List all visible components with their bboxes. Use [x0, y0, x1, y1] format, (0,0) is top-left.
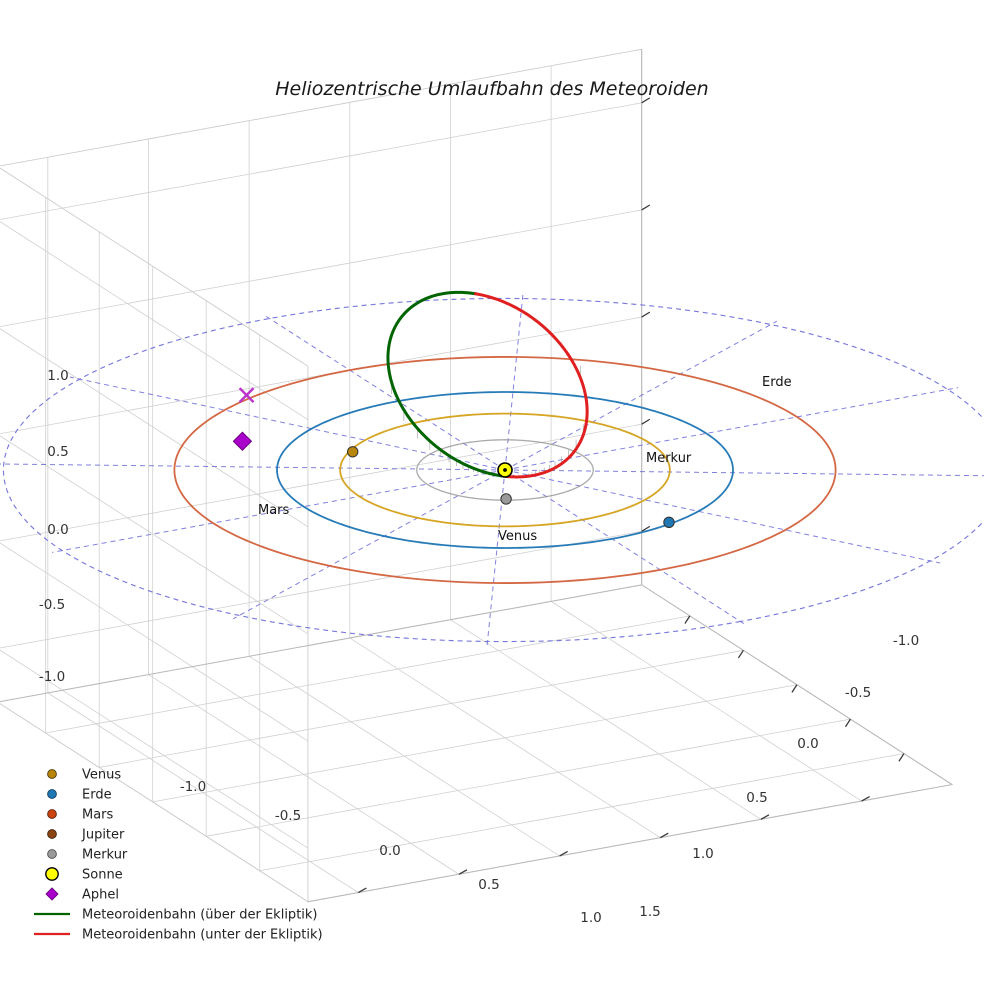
label-erde: Erde: [762, 375, 792, 390]
y-tick-label-0: -1.0: [893, 633, 919, 649]
x-tick-label-1: -0.5: [275, 808, 301, 824]
legend-label-1[interactable]: Erde: [82, 788, 112, 803]
meteoroid-drop-stems: [391, 365, 588, 477]
x-tick-label-3: 0.5: [478, 877, 499, 893]
marker-mars-x: [238, 387, 255, 403]
legend-swatch-diamond-6: [45, 887, 59, 901]
axes-panes: [0, 48, 954, 903]
marker-sonne: [497, 462, 513, 478]
x-tick-label-4: 1.0: [580, 910, 601, 926]
marker-aphel: [232, 431, 253, 451]
legend-swatch-circle-1: [47, 789, 57, 799]
celestial-body-markers: [232, 387, 675, 529]
sun-core-dot: [503, 468, 507, 472]
legend-label-3[interactable]: Jupiter: [81, 828, 125, 843]
legend-label-4[interactable]: Merkur: [82, 848, 128, 863]
x-tick-label-0: -1.0: [180, 779, 206, 795]
legend-swatch-circle-2: [47, 809, 57, 819]
y-tick-label-2: 0.0: [797, 736, 818, 752]
legend-label-6[interactable]: Aphel: [82, 888, 119, 903]
z-tick-label-3: -0.5: [39, 597, 65, 613]
z-tick-label-0: 1.0: [47, 368, 68, 384]
z-tick-label-1: 0.5: [47, 444, 68, 460]
y-tick-label-3: 0.5: [746, 790, 767, 806]
legend-swatch-circle-4: [47, 849, 57, 859]
x-tick-label-2: 0.0: [379, 843, 400, 859]
axes-spines: [0, 49, 953, 903]
marker-merkur: [500, 493, 512, 505]
legend-label-7[interactable]: Meteoroidenbahn (über der Ekliptik): [82, 908, 318, 923]
body-annotations: Erde Merkur Venus Mars: [258, 375, 792, 544]
legend-label-0[interactable]: Venus: [82, 768, 121, 783]
label-venus: Venus: [498, 529, 537, 544]
axes-gridlines: [0, 65, 905, 893]
legend-swatch-circle-0: [47, 769, 57, 779]
marker-venus: [347, 446, 359, 458]
y-tick-label-1: -0.5: [845, 685, 871, 701]
legend[interactable]: Venus Erde Mars Jupiter Merkur Sonne Aphel Mete…: [34, 768, 323, 943]
y-tick-label-5: 1.5: [639, 904, 660, 920]
meteoroid-trajectory: [386, 290, 589, 479]
y-tick-label-4: 1.0: [692, 846, 713, 862]
z-tick-label-4: -1.0: [39, 669, 65, 685]
legend-label-8[interactable]: Meteoroidenbahn (unter der Ekliptik): [82, 928, 323, 943]
label-mars: Mars: [258, 503, 290, 518]
marker-erde: [663, 516, 675, 529]
legend-swatch-circle-5: [45, 867, 59, 881]
planet-orbits: [173, 356, 837, 584]
axes-tick-marks: [357, 97, 905, 894]
polar-helper-grid: [0, 294, 984, 646]
page-title: Heliozentrische Umlaufbahn des Meteoroid…: [275, 78, 708, 100]
legend-swatch-circle-3: [47, 829, 57, 839]
axis-tick-labels: -1.0 -0.5 0.0 0.5 1.0 -1.0 -0.5 0.0 0.5 1.0 1.5 1.0…: [39, 368, 919, 926]
label-merkur: Merkur: [646, 451, 692, 466]
legend-label-2[interactable]: Mars: [82, 808, 114, 823]
z-tick-label-2: 0.0: [47, 522, 68, 538]
legend-label-5[interactable]: Sonne: [82, 868, 123, 883]
